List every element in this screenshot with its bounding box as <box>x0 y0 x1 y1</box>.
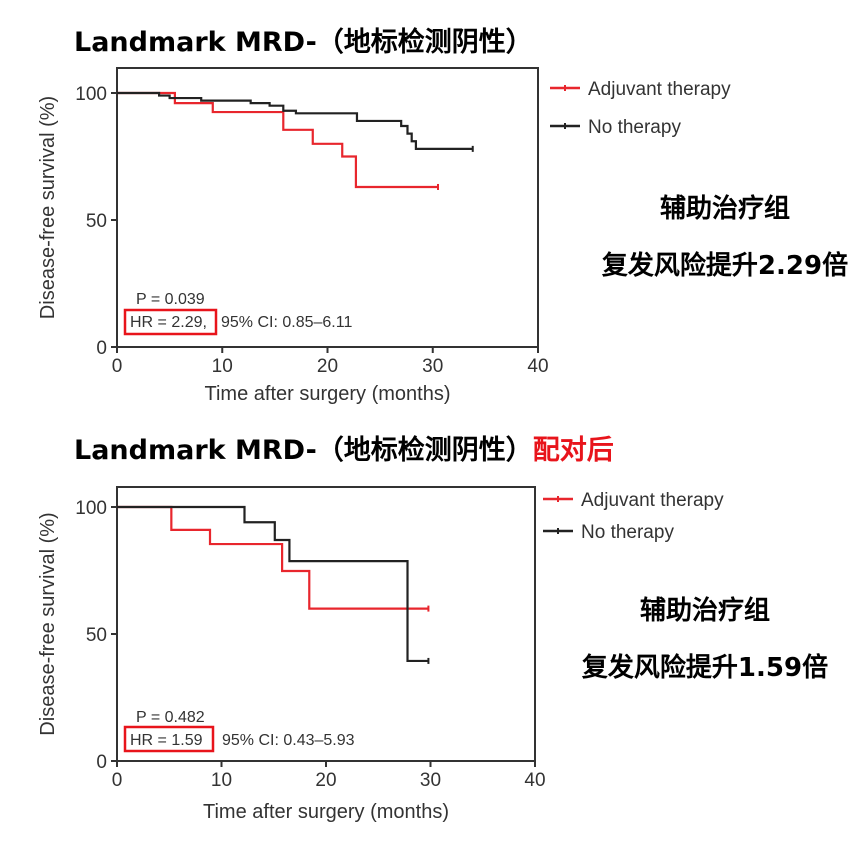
x-tick-label: 20 <box>315 770 336 791</box>
p-value: P = 0.039 <box>136 291 205 308</box>
note-1-line2: 复发风险提升2.29倍 <box>601 251 849 281</box>
y-tick-label: 100 <box>75 84 107 105</box>
chart-title-1: Landmark MRD-（地标检测阴性） <box>74 20 533 59</box>
title-text: Landmark MRD-（地标检测阴性） <box>74 27 533 58</box>
x-tick-label: 40 <box>524 770 545 791</box>
x-tick-label: 30 <box>420 770 441 791</box>
title-suffix: 配对后 <box>532 435 614 466</box>
legend-label: No therapy <box>588 117 681 138</box>
x-axis-label: Time after surgery (months) <box>205 383 451 405</box>
y-tick-label: 0 <box>96 752 107 773</box>
survival-curve-adjuvant <box>117 91 439 189</box>
hazard-ratio: HR = 1.59 <box>130 732 203 749</box>
chart-title-2: Landmark MRD-（地标检测阴性）配对后 <box>74 428 614 467</box>
y-tick-label: 50 <box>86 211 107 232</box>
y-tick-label: 50 <box>86 625 107 646</box>
x-axis-label: Time after surgery (months) <box>203 801 449 823</box>
y-axis-label: Disease-free survival (%) <box>37 512 59 735</box>
x-tick-label: 0 <box>112 356 123 377</box>
title-text: Landmark MRD-（地标检测阴性） <box>74 435 533 466</box>
x-tick-label: 40 <box>527 356 548 377</box>
x-tick-label: 10 <box>212 356 233 377</box>
x-tick-label: 10 <box>211 770 232 791</box>
survival-curve-no-therapy <box>117 505 429 663</box>
hazard-ratio: HR = 2.29, <box>130 314 207 331</box>
legend-label: No therapy <box>581 522 674 543</box>
survival-curve-no-therapy <box>117 91 473 150</box>
confidence-interval: 95% CI: 0.43–5.93 <box>222 732 355 749</box>
survival-curve-adjuvant <box>117 505 429 610</box>
x-tick-label: 0 <box>112 770 123 791</box>
y-tick-label: 0 <box>96 338 107 359</box>
y-tick-label: 100 <box>75 498 107 519</box>
note-1-line1: 辅助治疗组 <box>659 194 790 224</box>
x-tick-label: 30 <box>422 356 443 377</box>
hr-highlight-box <box>123 308 218 336</box>
hr-highlight-box <box>123 725 215 753</box>
y-axis-label: Disease-free survival (%) <box>37 96 59 319</box>
legend-label: Adjuvant therapy <box>588 79 731 100</box>
note-2-line2: 复发风险提升1.59倍 <box>581 653 829 683</box>
legend-label: Adjuvant therapy <box>581 490 724 511</box>
note-2-line1: 辅助治疗组 <box>639 596 770 626</box>
confidence-interval: 95% CI: 0.85–6.11 <box>221 314 352 331</box>
p-value: P = 0.482 <box>136 709 205 726</box>
x-tick-label: 20 <box>317 356 338 377</box>
